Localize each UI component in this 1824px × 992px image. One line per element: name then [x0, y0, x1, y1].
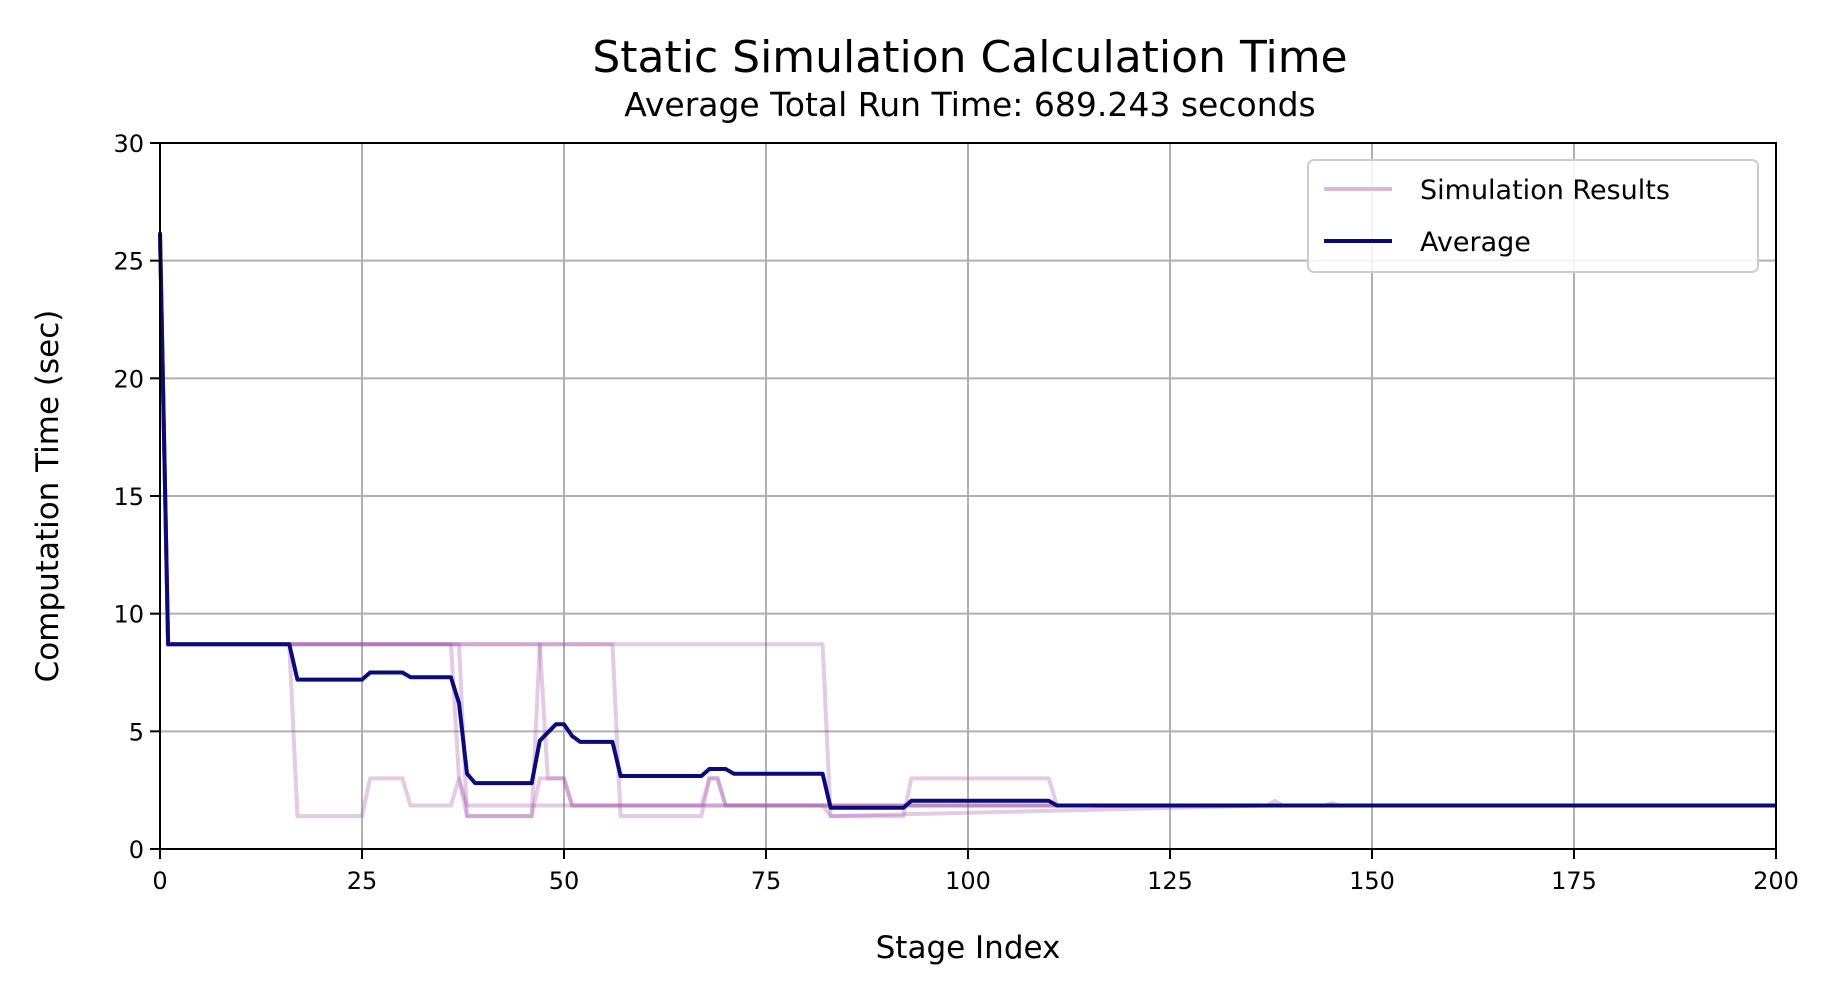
grid-lines: [160, 143, 1776, 849]
legend-label-simulation-results: Simulation Results: [1420, 175, 1670, 206]
y-tick-label: 5: [129, 718, 144, 746]
simulation-run-line: [158, 232, 1776, 808]
average-line: [158, 232, 1776, 810]
x-tick-label: 0: [152, 867, 167, 895]
y-tick-label: 15: [113, 483, 144, 511]
simulation-runs: [158, 232, 1776, 819]
x-axis-label: Stage Index: [876, 930, 1061, 966]
x-tick-label: 100: [945, 867, 991, 895]
chart-subtitle: Average Total Run Time: 689.243 seconds: [624, 85, 1316, 124]
chart-title: Static Simulation Calculation Time: [592, 32, 1347, 83]
y-tick-label: 0: [129, 836, 144, 864]
legend-label-average: Average: [1420, 227, 1531, 258]
legend: Simulation Results Average: [1307, 159, 1759, 273]
simulation-run-line: [158, 232, 1776, 819]
legend-box: [1307, 159, 1759, 273]
y-tick-label: 10: [113, 601, 144, 629]
x-tick-label: 50: [549, 867, 580, 895]
x-tick-label: 150: [1349, 867, 1395, 895]
y-tick-label: 20: [113, 365, 144, 393]
y-axis-label: Computation Time (sec): [30, 310, 66, 683]
simulation-run-line: [158, 232, 1776, 819]
axis-ticks: 0 25 50 75 100 125 150 175 200 0 5 10 15 20 25 30: [113, 130, 1798, 895]
y-tick-label: 25: [113, 248, 144, 276]
y-tick-label: 30: [113, 130, 144, 158]
average-series: [158, 232, 1776, 810]
x-tick-label: 75: [751, 867, 782, 895]
x-tick-label: 175: [1551, 867, 1597, 895]
x-tick-label: 25: [347, 867, 378, 895]
x-tick-label: 200: [1753, 867, 1799, 895]
x-tick-label: 125: [1147, 867, 1193, 895]
